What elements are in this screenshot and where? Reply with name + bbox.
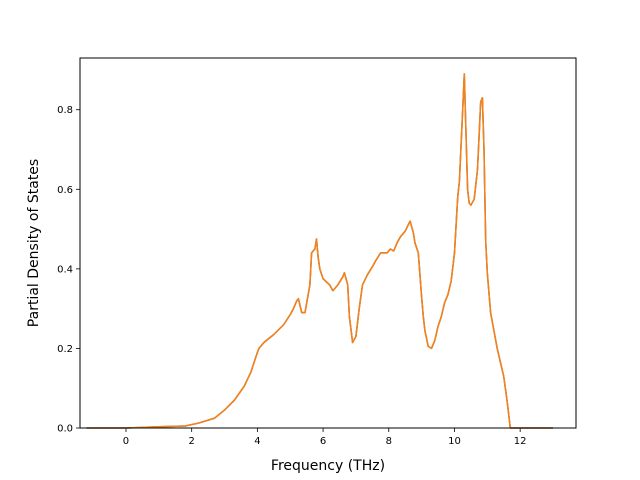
y-tick-label: 0.4 xyxy=(57,264,73,275)
x-tick-label: 2 xyxy=(188,436,194,447)
x-tick-label: 6 xyxy=(320,436,326,447)
x-tick-label: 12 xyxy=(514,436,527,447)
x-tick-label: 4 xyxy=(254,436,260,447)
series-line-orange xyxy=(86,73,553,429)
y-tick-label: 0.0 xyxy=(57,424,73,435)
y-axis-label: Partial Density of States xyxy=(26,159,42,327)
x-axis-label: Frequency (THz) xyxy=(271,458,385,474)
y-tick-label: 0.8 xyxy=(57,105,73,116)
axis-ticks: 0 2 4 6 8 10 12 0.0 0.2 0.4 0.6 0.8 xyxy=(57,105,526,447)
y-tick-label: 0.6 xyxy=(57,185,73,196)
series-lines xyxy=(86,73,553,429)
plot-area xyxy=(80,58,576,428)
x-tick-label: 0 xyxy=(123,436,129,447)
x-tick-label: 8 xyxy=(386,436,392,447)
x-tick-label: 10 xyxy=(448,436,461,447)
plot-frame xyxy=(79,57,577,429)
y-tick-label: 0.2 xyxy=(57,344,73,355)
